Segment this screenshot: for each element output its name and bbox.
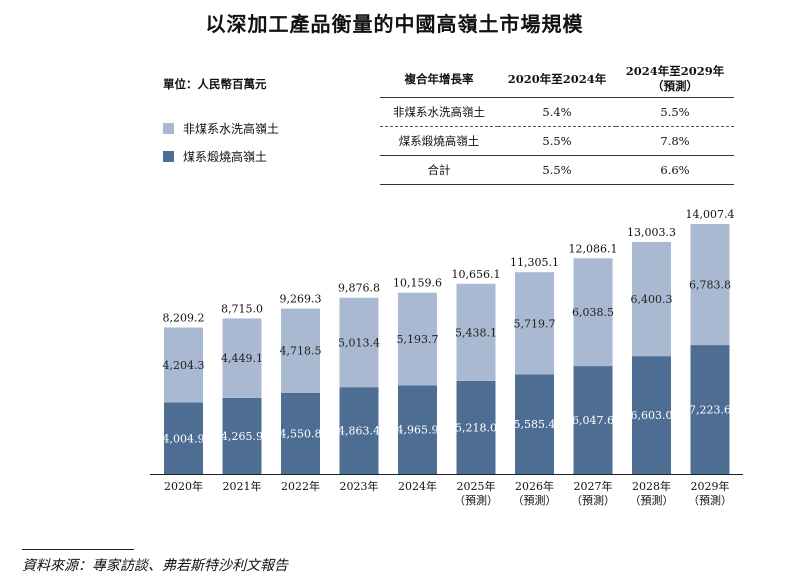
data-label-coal: 4,965.9 [397, 424, 439, 437]
cagr-value: 5.5% [498, 155, 616, 185]
data-label-coal: 5,585.4 [514, 418, 556, 431]
x-tick-label: 2024年 [398, 479, 437, 493]
total-label: 10,159.6 [393, 277, 442, 290]
data-label-coal: 4,004.9 [163, 432, 205, 445]
x-tick-sublabel: （預測） [571, 493, 615, 507]
x-tick-label: 2027年 [574, 479, 613, 493]
data-label-coal: 5,218.0 [455, 421, 497, 434]
cagr-row-label: 合計 [380, 155, 498, 185]
x-tick-sublabel: （預測） [630, 493, 674, 507]
legend-label-non-coal: 非煤系水洗高嶺土 [183, 122, 280, 136]
chart-title: 以深加工產品衡量的中國高嶺土市場規模 [205, 12, 584, 36]
x-tick-label: 2025年 [457, 479, 496, 493]
x-tick-label: 2022年 [281, 479, 320, 493]
bar-segment-coal [339, 387, 379, 474]
cagr-header-label: 複合年增長率 [380, 61, 498, 98]
data-label-non-coal: 5,438.1 [455, 326, 497, 339]
data-label-coal: 4,863.4 [338, 425, 380, 438]
data-label-coal: 4,265.9 [221, 430, 263, 443]
cagr-table: 複合年增長率 2020年至2024年 2024年至2029年 （預測） 非煤系水… [380, 61, 734, 185]
cagr-row: 非煤系水洗高嶺土 5.4% 5.5% [380, 97, 734, 127]
data-label-non-coal: 6,783.8 [689, 279, 731, 292]
total-label: 8,209.2 [163, 311, 205, 324]
data-label-non-coal: 4,204.3 [163, 359, 205, 372]
x-tick-label: 2020年 [164, 479, 203, 493]
bar-segment-non-coal [573, 258, 613, 367]
source-divider [22, 549, 134, 550]
x-tick-sublabel: （預測） [688, 493, 732, 507]
cagr-row-label: 非煤系水洗高嶺土 [380, 97, 498, 127]
total-label: 8,715.0 [221, 302, 263, 315]
data-label-coal: 4,550.8 [280, 427, 322, 440]
total-label: 9,269.3 [280, 293, 322, 306]
bar-segment-coal [632, 356, 671, 474]
unit-label: 單位：人民幣百萬元 [163, 77, 267, 91]
cagr-value: 7.8% [616, 126, 734, 156]
cagr-header-row: 複合年增長率 2020年至2024年 2024年至2029年 （預測） [380, 61, 734, 98]
bar-segment-non-coal [339, 297, 379, 388]
total-label: 9,876.8 [338, 282, 380, 295]
data-label-non-coal: 6,038.5 [572, 306, 614, 319]
cagr-header-period-2-years: 2024年至2029年 [625, 64, 725, 78]
cagr-header-period-1: 2020年至2024年 [498, 61, 616, 98]
cagr-value: 5.5% [498, 126, 616, 156]
bar-segment-non-coal [515, 272, 554, 375]
bar-segment-coal [573, 366, 613, 474]
total-label: 13,003.3 [627, 226, 676, 239]
bar-segment-non-coal [281, 308, 320, 393]
data-label-non-coal: 5,013.4 [338, 336, 380, 349]
legend-item-non-coal: 非煤系水洗高嶺土 [163, 120, 279, 137]
bar-segment-coal [281, 392, 320, 474]
bar-segment-coal [164, 402, 203, 474]
data-label-non-coal: 5,719.7 [514, 317, 556, 330]
x-tick-label: 2028年 [632, 479, 671, 493]
bar-segment-non-coal [164, 327, 203, 403]
cagr-row: 煤系煅燒高嶺土 5.5% 7.8% [380, 126, 734, 156]
data-label-coal: 7,223.6 [689, 404, 731, 417]
total-label: 14,007.4 [686, 208, 735, 221]
data-label-coal: 6,603.0 [631, 409, 673, 422]
data-label-coal: 6,047.6 [572, 414, 614, 427]
bar-segment-coal [222, 397, 262, 474]
bar-segment-coal [690, 345, 730, 474]
legend-swatch-coal [163, 151, 174, 162]
legend-label-coal: 煤系煅燒高嶺土 [183, 150, 268, 164]
data-label-non-coal: 5,193.7 [397, 333, 439, 346]
total-label: 11,305.1 [510, 256, 559, 269]
data-label-non-coal: 6,400.3 [631, 293, 673, 306]
cagr-value: 5.4% [498, 97, 616, 127]
legend-item-coal: 煤系煅燒高嶺土 [163, 148, 267, 165]
x-tick-label: 2021年 [223, 479, 262, 493]
x-tick-sublabel: （預測） [454, 493, 498, 507]
x-tick-label: 2026年 [515, 479, 554, 493]
total-label: 10,656.1 [452, 268, 501, 281]
legend-swatch-non-coal [163, 123, 174, 134]
bar-segment-non-coal [456, 283, 496, 381]
total-label: 12,086.1 [569, 242, 618, 255]
bar-segment-coal [398, 385, 437, 474]
cagr-value: 5.5% [616, 97, 734, 127]
x-tick-label: 2023年 [340, 479, 379, 493]
data-label-non-coal: 4,718.5 [280, 345, 322, 358]
x-tick-sublabel: （預測） [513, 493, 557, 507]
cagr-row-label: 煤系煅燒高嶺土 [380, 126, 498, 156]
data-label-non-coal: 4,449.1 [221, 352, 263, 365]
x-tick-label: 2029年 [691, 479, 730, 493]
bar-segment-coal [456, 380, 496, 474]
bar-segment-non-coal [222, 318, 262, 398]
bar-segment-non-coal [632, 241, 671, 357]
cagr-header-period-2-forecast: （預測） [652, 79, 698, 93]
cagr-value: 6.6% [616, 155, 734, 185]
cagr-row: 合計 5.5% 6.6% [380, 155, 734, 185]
bar-segment-non-coal [690, 224, 730, 346]
cagr-header-period-2: 2024年至2029年 （預測） [616, 61, 734, 98]
source-note: 資料來源：專家訪談、弗若斯特沙利文報告 [22, 558, 288, 574]
bar-segment-coal [515, 374, 554, 474]
bar-segment-non-coal [398, 292, 437, 386]
